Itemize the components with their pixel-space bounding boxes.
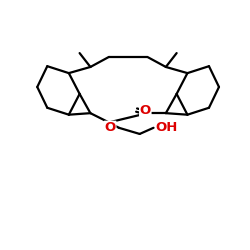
Text: O: O <box>140 104 151 117</box>
Text: O: O <box>104 121 116 134</box>
Text: OH: OH <box>156 121 178 134</box>
